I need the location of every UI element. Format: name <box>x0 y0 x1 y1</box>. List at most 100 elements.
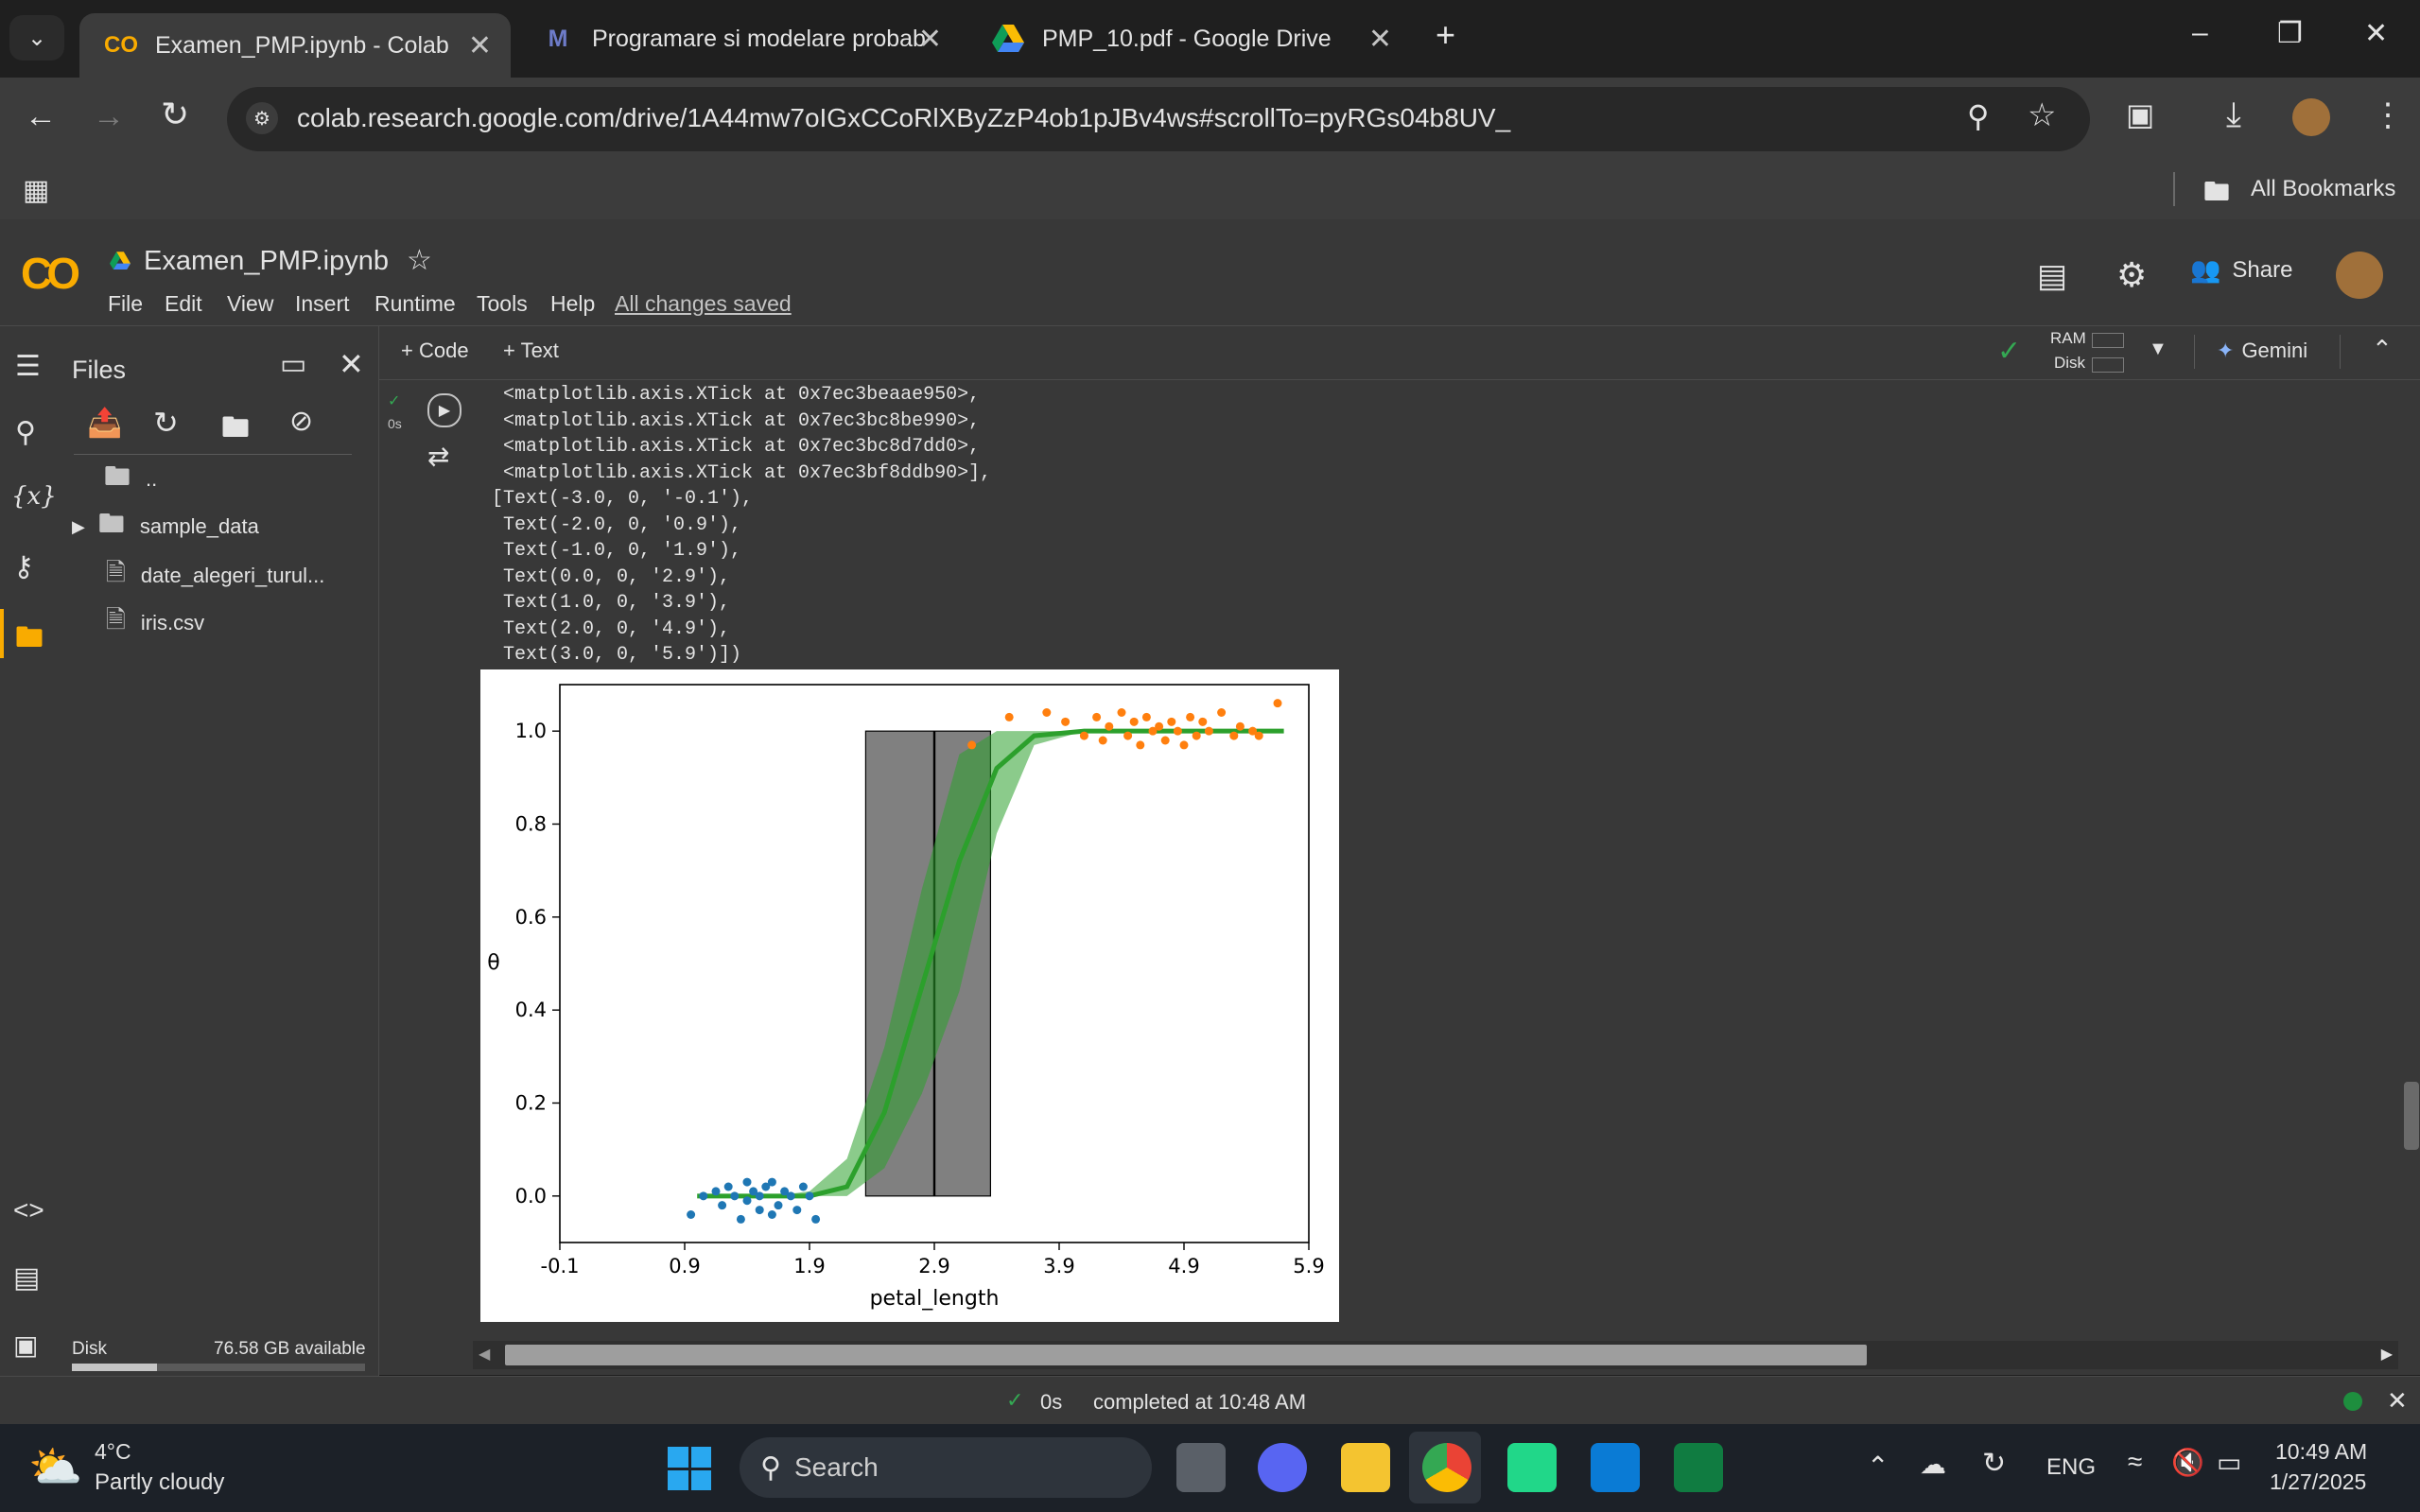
weather-icon[interactable]: ⛅ <box>28 1442 83 1491</box>
menu-runtime[interactable]: Runtime <box>374 291 456 316</box>
chrome-menu-icon[interactable]: ⋮ <box>2372 97 2404 133</box>
gemini-button[interactable]: ✦ Gemini <box>2217 339 2307 363</box>
status-message[interactable]: completed at 10:48 AM <box>1093 1390 1307 1414</box>
search-placeholder: Search <box>793 1452 879 1482</box>
collapse-header-icon[interactable]: ⌃ <box>2372 335 2393 363</box>
tab-drive[interactable]: PMP_10.pdf - Google Drive ✕ <box>966 9 1411 68</box>
horizontal-scrollbar[interactable]: ◀ ▶ <box>473 1341 2398 1369</box>
taskbar-search[interactable]: ⚲ Search <box>740 1437 1152 1498</box>
upload-icon[interactable]: 📤 <box>87 408 123 439</box>
command-palette-icon[interactable]: ▤ <box>13 1262 41 1294</box>
url-text[interactable]: colab.research.google.com/drive/1A44mw7o… <box>297 103 1511 132</box>
menu-tools[interactable]: Tools <box>477 291 528 316</box>
reload-icon[interactable]: ↻ <box>161 95 190 133</box>
comments-icon[interactable]: ▤ <box>2037 258 2068 294</box>
zoom-icon[interactable]: ⚲ <box>1967 99 1990 133</box>
vscode-icon[interactable] <box>1591 1443 1640 1492</box>
files-folder-icon[interactable]: 🖿 <box>15 622 44 653</box>
file-item-sample-data[interactable]: ▶ 🖿 sample_data <box>68 503 378 550</box>
tab-programare[interactable]: M Programare si modelare probab ✕ <box>516 9 961 68</box>
scrollbar-thumb[interactable] <box>505 1345 1867 1365</box>
close-status-icon[interactable]: ✕ <box>2387 1386 2408 1415</box>
task-view-icon[interactable] <box>1176 1443 1226 1492</box>
tab-search-button[interactable]: ⌄ <box>9 15 64 61</box>
minimize-icon[interactable]: – <box>2192 17 2208 48</box>
resources-dropdown-icon[interactable]: ▼ <box>2149 339 2168 359</box>
extensions-icon[interactable]: ▣ <box>2126 97 2155 131</box>
share-button[interactable]: 👥 Share <box>2190 255 2292 285</box>
toc-icon[interactable]: ☰ <box>15 351 41 382</box>
bookmark-star-icon[interactable]: ☆ <box>2028 97 2057 133</box>
site-info-icon[interactable]: ⚙ <box>246 102 278 134</box>
menu-view[interactable]: View <box>227 291 274 316</box>
hide-files-icon[interactable]: ⊘ <box>289 406 314 437</box>
gemini-label: Gemini <box>2241 339 2308 362</box>
terminal-icon[interactable]: ▣ <box>13 1330 39 1360</box>
download-icon[interactable]: ⤓ <box>2226 95 2241 133</box>
close-panel-icon[interactable]: ✕ <box>339 347 364 381</box>
battery-icon[interactable]: ▭ <box>2217 1448 2242 1477</box>
disk-meter <box>2092 357 2124 373</box>
file-item-iris[interactable]: 🗎 iris.csv <box>68 600 378 647</box>
variables-icon[interactable]: {x} <box>11 482 57 511</box>
vertical-scrollbar-thumb[interactable] <box>2404 1082 2419 1150</box>
tab-colab[interactable]: CO Examen_PMP.ipynb - Colab ✕ <box>79 13 511 78</box>
scroll-left-icon[interactable]: ◀ <box>479 1347 491 1363</box>
menu-edit[interactable]: Edit <box>165 291 202 316</box>
onedrive-icon[interactable]: ☁ <box>1920 1450 1946 1479</box>
file-explorer-icon[interactable] <box>1341 1443 1390 1492</box>
address-bar[interactable] <box>227 87 2090 151</box>
open-in-tab-icon[interactable]: ▭ <box>280 349 307 380</box>
mount-drive-icon[interactable]: 🖿 <box>221 412 250 443</box>
data-point <box>1198 717 1208 726</box>
window-close-icon[interactable]: ✕ <box>2364 18 2389 49</box>
profile-avatar[interactable] <box>2292 98 2330 136</box>
close-icon[interactable]: ✕ <box>917 23 942 55</box>
close-icon[interactable]: ✕ <box>467 29 492 61</box>
close-icon[interactable]: ✕ <box>1367 23 1392 55</box>
clock-time[interactable]: 10:49 AM <box>2275 1439 2368 1464</box>
notebook-title[interactable]: Examen_PMP.ipynb <box>144 246 390 276</box>
apps-grid-icon[interactable]: ▦ <box>23 175 50 206</box>
wifi-icon[interactable]: ≈ <box>2128 1447 2143 1476</box>
clock-date[interactable]: 1/27/2025 <box>2270 1469 2367 1494</box>
refresh-icon[interactable]: ↻ <box>153 406 179 440</box>
show-hidden-icons[interactable]: ⌃ <box>1867 1451 1889 1481</box>
volume-muted-icon[interactable]: 🔇 <box>2171 1448 2204 1477</box>
add-code-button[interactable]: + Code <box>401 339 469 362</box>
language-indicator[interactable]: ENG <box>2046 1454 2097 1480</box>
folder-icon: 🖿 <box>2203 177 2231 206</box>
restore-icon[interactable]: ❐ <box>2277 18 2303 49</box>
menu-insert[interactable]: Insert <box>295 291 350 316</box>
search-icon[interactable]: ⚲ <box>15 417 36 448</box>
pycharm-icon[interactable] <box>1507 1443 1557 1492</box>
menu-help[interactable]: Help <box>550 291 596 316</box>
run-cell-button[interactable]: ▶ <box>427 393 461 427</box>
sync-icon[interactable]: ↻ <box>1982 1448 2007 1479</box>
account-avatar[interactable] <box>2336 252 2383 299</box>
star-icon[interactable]: ☆ <box>407 245 432 276</box>
scroll-right-icon[interactable]: ▶ <box>2380 1347 2393 1363</box>
chevron-down-icon: ⌄ <box>26 25 47 51</box>
colab-logo[interactable]: CO <box>21 249 80 298</box>
new-tab-button[interactable]: + <box>1436 15 1456 54</box>
discord-icon[interactable] <box>1258 1443 1307 1492</box>
settings-gear-icon[interactable]: ⚙ <box>2116 255 2148 294</box>
data-point <box>1192 731 1201 740</box>
output-actions-icon[interactable]: ⇄ <box>427 442 450 471</box>
file-item-parent[interactable]: 🖿 .. <box>68 456 378 503</box>
code-snippets-icon[interactable]: <> <box>13 1195 44 1225</box>
secrets-key-icon[interactable]: ⚷ <box>13 551 34 582</box>
bookmarks-bar <box>0 161 2420 220</box>
chrome-icon[interactable] <box>1422 1443 1471 1492</box>
menu-file[interactable]: File <box>108 291 144 316</box>
windows-start-icon[interactable] <box>668 1447 711 1490</box>
caret-right-icon[interactable]: ▶ <box>72 516 85 536</box>
excel-icon[interactable] <box>1674 1443 1723 1492</box>
back-icon[interactable]: ← <box>25 98 57 134</box>
all-bookmarks-link[interactable]: All Bookmarks <box>2251 176 2396 201</box>
file-item-date-alegeri[interactable]: 🗎 date_alegeri_turul... <box>68 552 378 600</box>
forward-icon[interactable]: → <box>93 98 125 134</box>
save-status-link[interactable]: All changes saved <box>615 291 792 316</box>
add-text-button[interactable]: + Text <box>503 339 559 362</box>
